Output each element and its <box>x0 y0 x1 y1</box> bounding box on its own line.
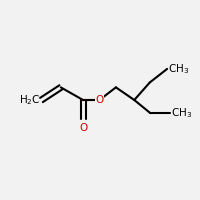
Text: O: O <box>79 123 87 133</box>
Text: CH$_3$: CH$_3$ <box>168 62 189 76</box>
Text: O: O <box>95 95 104 105</box>
Text: H$_2$C: H$_2$C <box>19 93 40 107</box>
Text: CH$_3$: CH$_3$ <box>171 106 192 120</box>
